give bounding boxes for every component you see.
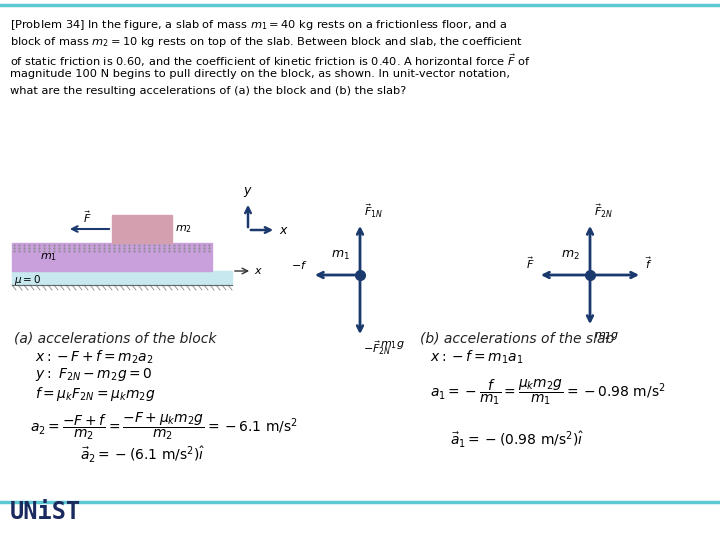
- Text: $m_1$: $m_1$: [331, 248, 350, 261]
- Text: $\vec{a}_2 = -(6.1\ \mathrm{m/s^2})\hat{\imath}$: $\vec{a}_2 = -(6.1\ \mathrm{m/s^2})\hat{…: [80, 445, 205, 465]
- Text: $f = \mu_k F_{2N} = \mu_k m_2 g$: $f = \mu_k F_{2N} = \mu_k m_2 g$: [35, 385, 156, 403]
- Text: $\vec{F}_{2N}$: $\vec{F}_{2N}$: [594, 202, 613, 220]
- Text: (b) accelerations of the slab: (b) accelerations of the slab: [420, 332, 614, 346]
- Text: (a) accelerations of the block: (a) accelerations of the block: [14, 332, 217, 346]
- Text: $y$: $y$: [243, 185, 253, 199]
- Text: $a_2 = \dfrac{-F+f}{m_2} = \dfrac{-F + \mu_k m_2 g}{m_2} = -6.1\ \mathrm{m/s^2}$: $a_2 = \dfrac{-F+f}{m_2} = \dfrac{-F + \…: [30, 410, 298, 442]
- Text: $\vec{f}$: $\vec{f}$: [645, 255, 652, 271]
- Text: magnitude 100 N begins to pull directly on the block, as shown. In unit-vector n: magnitude 100 N begins to pull directly …: [10, 69, 510, 79]
- Text: $x$: $x$: [279, 224, 289, 237]
- Text: [Problem 34] In the figure, a slab of mass $m_1 = 40$ kg rests on a frictionless: [Problem 34] In the figure, a slab of ma…: [10, 18, 508, 32]
- Text: $\vec{F}$: $\vec{F}$: [526, 255, 535, 271]
- Text: $-f$: $-f$: [292, 259, 308, 271]
- Text: $m_2 g$: $m_2 g$: [594, 330, 618, 342]
- Text: $x: -f = m_1 a_1$: $x: -f = m_1 a_1$: [430, 349, 523, 367]
- Text: $\vec{F}$: $\vec{F}$: [83, 210, 91, 225]
- Text: $\vec{F}_{1N}$: $\vec{F}_{1N}$: [364, 202, 383, 220]
- Text: $\vec{a}_1 = -(0.98\ \mathrm{m/s^2})\hat{\imath}$: $\vec{a}_1 = -(0.98\ \mathrm{m/s^2})\hat…: [450, 430, 584, 450]
- Text: $y:\ F_{2N} - m_2 g = 0$: $y:\ F_{2N} - m_2 g = 0$: [35, 366, 153, 383]
- Text: $x$: $x$: [254, 266, 263, 276]
- Bar: [12, 271, 232, 285]
- Bar: [112, 215, 172, 243]
- Bar: [12, 243, 212, 271]
- Text: $m_2$: $m_2$: [175, 223, 192, 235]
- Text: $m_1$: $m_1$: [40, 251, 57, 263]
- Text: of static friction is 0.60, and the coefficient of kinetic friction is 0.40. A h: of static friction is 0.60, and the coef…: [10, 52, 531, 69]
- Text: $\mu = 0$: $\mu = 0$: [14, 273, 41, 287]
- Text: $m_2$: $m_2$: [561, 248, 580, 261]
- Text: $x: -F + f = m_2 a_2$: $x: -F + f = m_2 a_2$: [35, 349, 153, 367]
- Text: $-\vec{F}_{2N}$: $-\vec{F}_{2N}$: [363, 339, 392, 356]
- Text: $m_1 g$: $m_1 g$: [380, 339, 405, 351]
- Text: block of mass $m_2 = 10$ kg rests on top of the slab. Between block and slab, th: block of mass $m_2 = 10$ kg rests on top…: [10, 35, 523, 49]
- Text: UNiST: UNiST: [10, 500, 81, 524]
- Text: what are the resulting accelerations of (a) the block and (b) the slab?: what are the resulting accelerations of …: [10, 86, 406, 96]
- Text: $a_1 = -\dfrac{f}{m_1} = \dfrac{\mu_k m_2 g}{m_1} = -0.98\ \mathrm{m/s^2}$: $a_1 = -\dfrac{f}{m_1} = \dfrac{\mu_k m_…: [430, 377, 666, 407]
